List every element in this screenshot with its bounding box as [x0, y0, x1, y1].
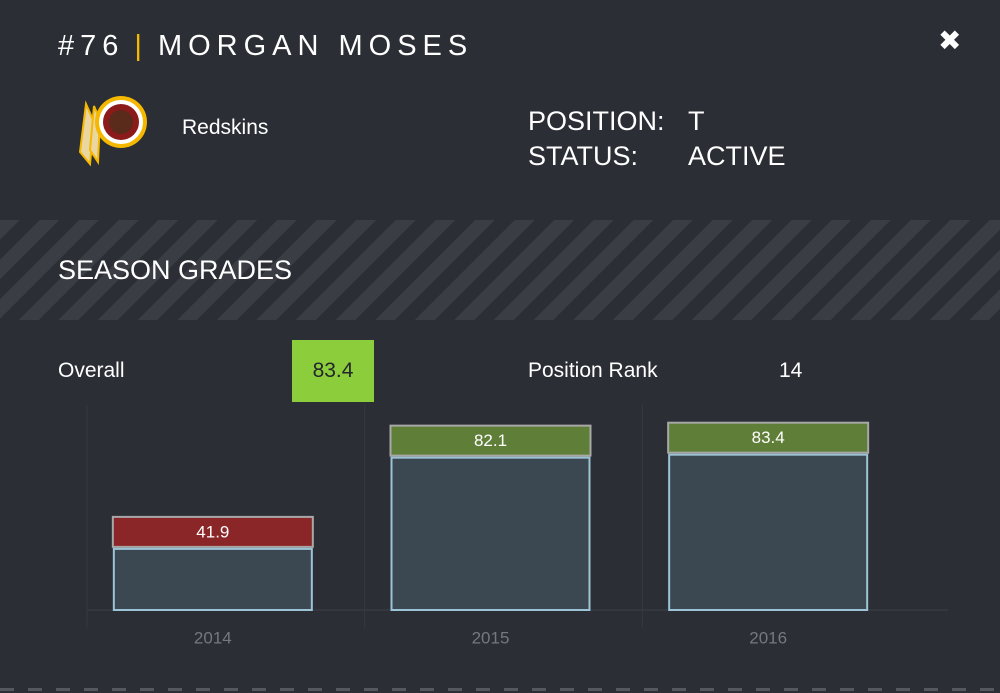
value-label: 82.1: [474, 431, 507, 450]
rank-label: Position Rank: [528, 359, 658, 382]
status-value: ACTIVE: [688, 141, 786, 171]
separator: |: [134, 30, 148, 62]
player-number: #76: [58, 30, 125, 62]
divider: [0, 688, 1000, 691]
position-label: POSITION:: [528, 106, 665, 136]
player-title: #76 | MORGAN MOSES: [58, 30, 473, 63]
section-band: [0, 220, 1000, 320]
team-logo: [78, 96, 147, 167]
bar: [112, 547, 313, 612]
overall-label: Overall: [58, 359, 125, 382]
bar: [390, 456, 591, 611]
value-box: [667, 421, 870, 454]
bar: [668, 453, 869, 611]
status-label: STATUS:: [528, 141, 639, 171]
overall-value: 83.4: [292, 340, 374, 402]
team-name: Redskins: [182, 116, 269, 139]
rank-value: 14: [779, 359, 803, 382]
value-label: 41.9: [196, 522, 229, 541]
position-value: T: [688, 106, 705, 136]
value-label: 83.4: [752, 428, 785, 447]
x-tick-label: 2014: [194, 628, 232, 647]
close-button[interactable]: ✖: [938, 25, 962, 56]
player-name: MORGAN MOSES: [157, 30, 474, 62]
section-title: SEASON GRADES: [58, 255, 293, 285]
x-tick-label: 2015: [472, 628, 510, 647]
x-tick-label: 2016: [749, 628, 787, 647]
value-box: [389, 424, 592, 457]
value-box: [111, 515, 314, 548]
